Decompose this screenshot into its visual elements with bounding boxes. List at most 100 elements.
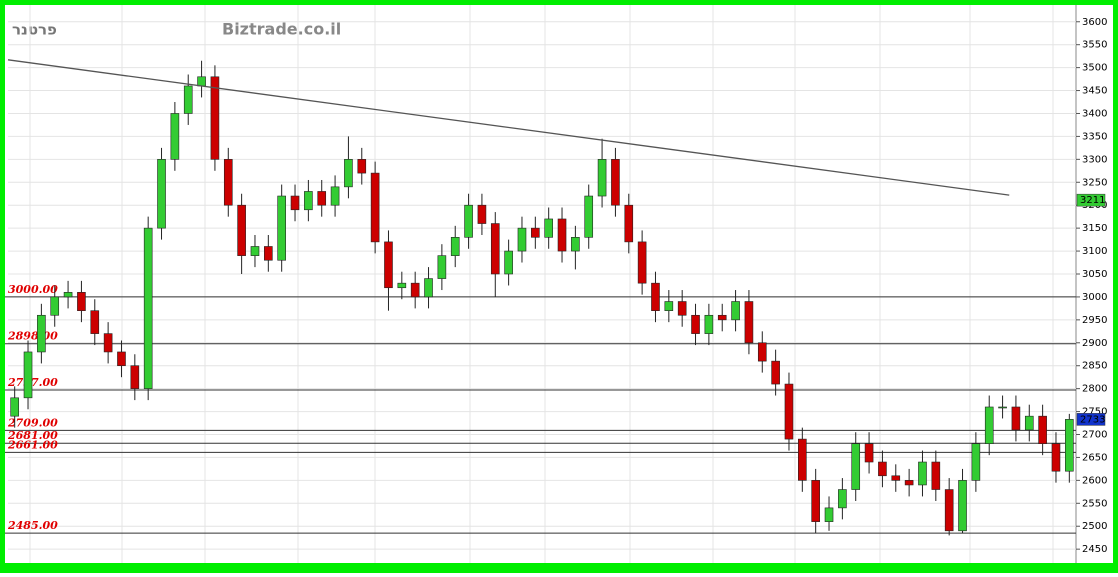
candle-body [1011, 406, 1021, 431]
candle-body [771, 360, 780, 385]
candle-body [838, 489, 847, 509]
price-tag: 3211 [1080, 195, 1105, 206]
candle-body [571, 237, 580, 252]
candle-body [437, 255, 447, 279]
candle-body [584, 195, 594, 238]
candle-body [637, 241, 647, 284]
y-tick-label: 3550 [1082, 40, 1107, 51]
y-tick-label: 3250 [1082, 177, 1107, 188]
candle-body [317, 191, 327, 206]
trend-line [7, 59, 1010, 196]
candle-body [557, 218, 567, 252]
candle-body [117, 351, 126, 367]
candle-body [397, 282, 407, 289]
level-label: 2709.00 [7, 416, 58, 429]
candle-body [757, 342, 767, 362]
candle-body [651, 282, 660, 311]
candle-body [264, 246, 273, 261]
y-tick-label: 3100 [1082, 246, 1107, 257]
candle-body [824, 507, 834, 522]
price-tag-box [1076, 413, 1106, 426]
candle-body [464, 204, 473, 238]
candle-body [531, 227, 540, 238]
y-tick-label: 2900 [1082, 338, 1107, 349]
candle-body [731, 301, 740, 321]
y-tick-label: 2750 [1082, 407, 1107, 418]
y-tick-label: 3400 [1082, 108, 1107, 119]
y-tick-label: 2600 [1082, 475, 1107, 486]
level-label: 2485.00 [7, 519, 58, 532]
candle-body [878, 461, 887, 477]
candle-body [477, 204, 487, 224]
candle-body [250, 246, 260, 256]
y-tick-label: 2800 [1082, 384, 1107, 395]
candle-body [904, 480, 914, 486]
candle-body [170, 113, 180, 160]
candle-body [851, 443, 861, 490]
y-tick-label: 2650 [1082, 452, 1107, 463]
candle-body [664, 301, 674, 311]
candle-body [864, 443, 874, 463]
y-tick-label: 3000 [1082, 292, 1107, 303]
y-tick-label: 3450 [1082, 86, 1107, 97]
candle-body [197, 76, 206, 87]
candle-body [1051, 443, 1061, 472]
candle-body [344, 159, 353, 188]
level-label: 2797.00 [7, 376, 58, 389]
level-label: 2898.00 [7, 330, 58, 343]
candle-body [971, 443, 981, 481]
candle-body [157, 159, 166, 229]
candle-body [10, 397, 19, 417]
candle-body [237, 204, 246, 256]
price-tag-box [1076, 193, 1106, 207]
candle-body [611, 159, 620, 206]
y-tick-label: 3500 [1082, 63, 1107, 74]
candle-body [77, 292, 86, 311]
candle-body [290, 195, 300, 211]
candle-body [103, 333, 113, 353]
candle-body [23, 351, 33, 399]
y-tick-label: 2700 [1082, 430, 1107, 441]
y-tick-label: 2450 [1082, 544, 1107, 555]
candle-body [450, 237, 460, 256]
candle-body [304, 191, 313, 211]
candle-body [998, 406, 1007, 409]
candle-body [918, 461, 927, 486]
candle-body [798, 438, 807, 481]
candle-body [277, 195, 286, 261]
candle-body [717, 314, 727, 321]
y-tick-label: 2850 [1082, 361, 1107, 372]
level-label: 3000.00 [8, 283, 58, 296]
candle-body [223, 159, 233, 206]
candle-body [891, 475, 901, 481]
candle-body [1065, 419, 1074, 472]
candle-body [490, 223, 500, 275]
candle-body [517, 227, 527, 252]
level-label: 2681.00 [7, 429, 58, 442]
candle-body [704, 314, 714, 334]
candle-body [1024, 415, 1034, 431]
candle-body [811, 480, 820, 522]
y-tick-label: 3150 [1082, 223, 1107, 234]
candle-body [424, 278, 433, 298]
candle-body [504, 250, 513, 275]
candle-body [944, 489, 954, 532]
symbol: פרטנר [12, 21, 57, 39]
candle-body [384, 241, 393, 289]
y-tick-label: 3300 [1082, 154, 1107, 165]
y-tick-label: 2500 [1082, 521, 1107, 532]
candle-body [63, 292, 73, 298]
candle-body [50, 296, 60, 316]
candle-body [370, 172, 380, 243]
plot-background [5, 5, 1113, 563]
candle-body [410, 282, 420, 298]
candle-body [357, 159, 367, 174]
candle-body [784, 383, 794, 440]
y-tick-label: 3350 [1082, 131, 1107, 142]
candle-body [624, 204, 634, 243]
candle-body [90, 310, 100, 334]
y-tick-label: 3600 [1082, 17, 1107, 28]
candle-body [130, 365, 140, 389]
candle-body [931, 461, 941, 490]
